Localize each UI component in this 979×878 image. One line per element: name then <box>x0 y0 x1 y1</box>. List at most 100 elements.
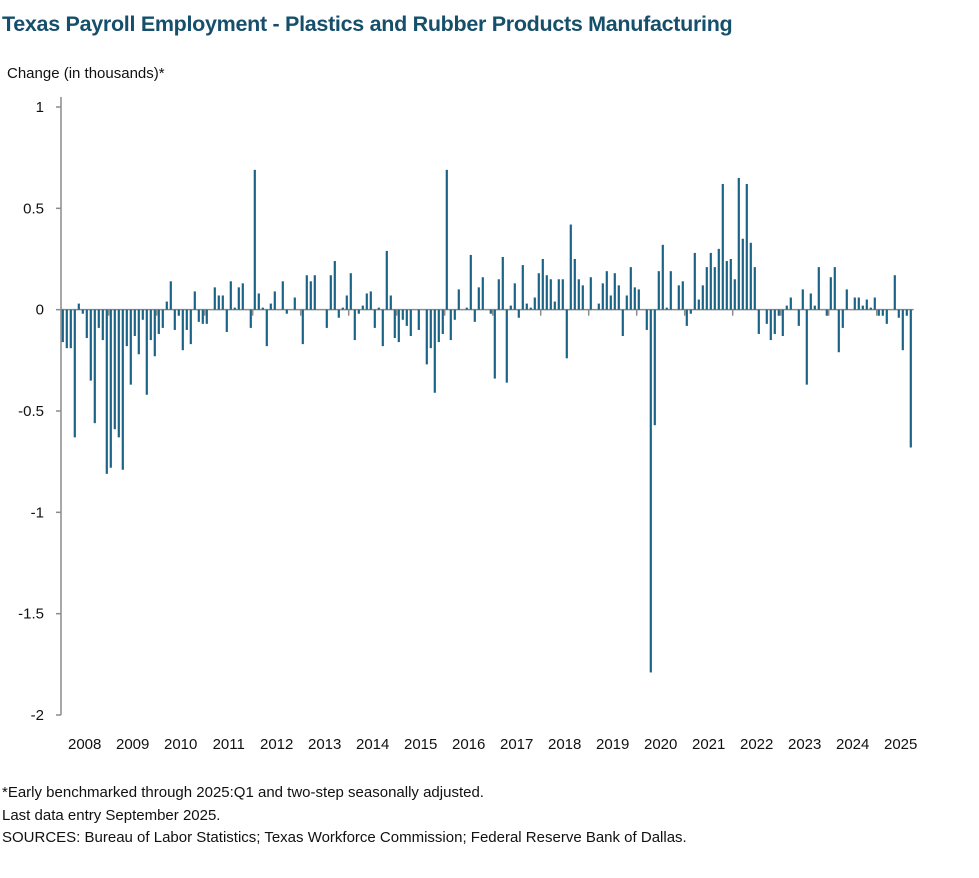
bar <box>689 309 692 314</box>
bar <box>273 291 276 310</box>
bar <box>561 279 564 310</box>
bar <box>381 309 384 347</box>
bar <box>341 307 344 310</box>
bar <box>557 279 560 310</box>
bar <box>293 297 296 310</box>
bar <box>685 309 688 326</box>
bar <box>305 275 308 310</box>
bar <box>349 273 352 310</box>
bar <box>345 295 348 310</box>
bar <box>333 261 336 310</box>
bar <box>249 309 252 328</box>
bar <box>389 295 392 310</box>
bar <box>817 267 820 310</box>
x-tick-label: 2015 <box>404 736 437 753</box>
bar <box>285 309 288 314</box>
bar <box>861 305 864 310</box>
bar <box>109 309 112 468</box>
bar <box>281 281 284 310</box>
bar <box>357 309 360 314</box>
bar <box>369 291 372 310</box>
bar <box>573 259 576 310</box>
x-tick-label: 2023 <box>788 736 821 753</box>
y-tick-label: -1 <box>31 504 44 521</box>
bar <box>893 275 896 310</box>
bar <box>437 309 440 343</box>
bar <box>865 299 868 310</box>
bar <box>749 242 752 310</box>
bar <box>89 309 92 381</box>
bar <box>481 277 484 310</box>
bar <box>189 309 192 345</box>
bar <box>741 238 744 310</box>
bar <box>377 307 380 310</box>
bar <box>729 259 732 310</box>
bar <box>909 309 912 448</box>
bar <box>73 309 76 438</box>
bar <box>505 309 508 383</box>
bar <box>181 309 184 351</box>
bar <box>93 309 96 424</box>
bar <box>601 283 604 310</box>
bar <box>549 279 552 310</box>
bar <box>705 267 708 310</box>
bar <box>201 309 204 324</box>
bar <box>465 307 468 310</box>
x-tick-label: 2021 <box>692 736 725 753</box>
bar <box>85 309 88 339</box>
bar <box>149 309 152 341</box>
bar <box>169 281 172 310</box>
bar <box>525 303 528 310</box>
bar <box>669 271 672 310</box>
bar <box>97 309 100 328</box>
x-tick-label: 2022 <box>740 736 773 753</box>
bar <box>677 285 680 310</box>
bar <box>365 293 368 310</box>
bar <box>541 259 544 310</box>
bar <box>261 307 264 310</box>
bar <box>885 309 888 324</box>
bar <box>309 281 312 310</box>
bar <box>253 169 256 310</box>
bar <box>77 303 80 310</box>
bar <box>393 309 396 339</box>
bar <box>405 309 408 326</box>
bar <box>301 309 304 345</box>
bar <box>137 309 140 355</box>
bar <box>449 309 452 341</box>
bar <box>785 305 788 310</box>
bar <box>457 289 460 310</box>
bar <box>161 309 164 328</box>
bar <box>221 295 224 310</box>
bar <box>773 309 776 334</box>
bar <box>205 309 208 324</box>
bar <box>501 256 504 310</box>
bar <box>385 250 388 310</box>
bar <box>173 309 176 330</box>
bar <box>121 309 124 470</box>
bar <box>113 309 116 430</box>
bar <box>693 252 696 310</box>
bar <box>429 309 432 349</box>
bar <box>545 275 548 310</box>
x-tick-label: 2013 <box>308 736 341 753</box>
y-tick-label: -1.5 <box>18 606 44 623</box>
bar <box>589 277 592 310</box>
bar <box>681 281 684 310</box>
bar <box>629 267 632 310</box>
bar <box>69 309 72 349</box>
bar <box>713 267 716 310</box>
bar <box>445 169 448 310</box>
bar <box>657 271 660 310</box>
bar <box>477 287 480 310</box>
bar <box>225 309 228 332</box>
bar <box>733 279 736 310</box>
bar <box>845 289 848 310</box>
bar <box>789 297 792 310</box>
bar <box>569 224 572 310</box>
chart-title: Texas Payroll Employment - Plastics and … <box>2 12 733 36</box>
bar <box>837 309 840 353</box>
bar <box>797 309 800 326</box>
footnotes: *Early benchmarked through 2025:Q1 and t… <box>2 782 687 850</box>
bar <box>645 309 648 330</box>
